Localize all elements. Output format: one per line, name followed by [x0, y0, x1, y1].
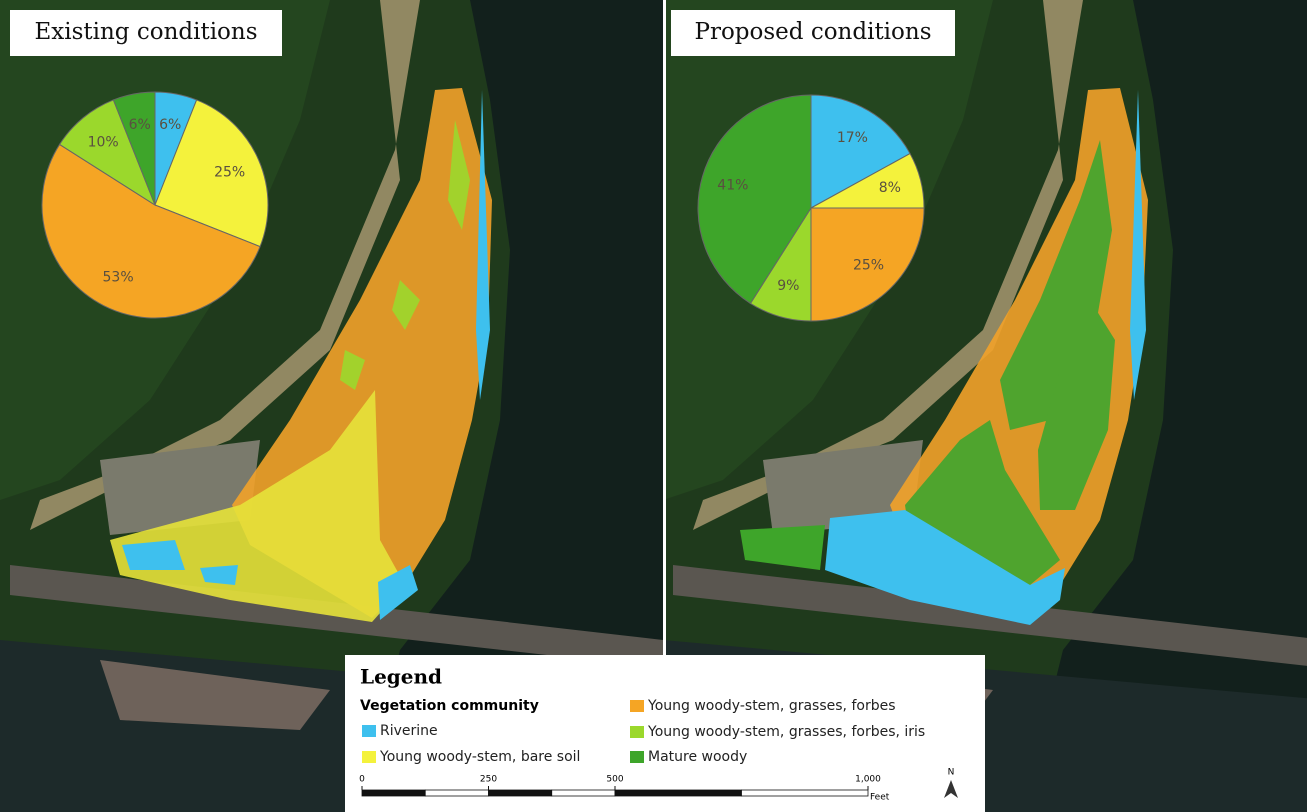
legend-swatch: [630, 726, 644, 738]
legend-title: Legend: [360, 665, 442, 689]
aerial-existing: [0, 0, 663, 812]
scale-tick-label: 1,000: [855, 775, 881, 785]
pie-slice: [810, 94, 911, 209]
pie-label: 25%: [214, 165, 245, 181]
legend-subtitle: Vegetation community: [360, 698, 539, 714]
pie-slice: [697, 94, 812, 305]
aerial-proposed: [666, 0, 1307, 812]
scale-tick-label: 250: [480, 775, 497, 785]
pie-label: 41%: [717, 177, 748, 193]
legend-swatch: [630, 751, 644, 763]
panel-title: Existing conditions: [34, 19, 257, 45]
legend-label: Riverine: [380, 723, 438, 739]
scale-unit: Feet: [870, 793, 890, 803]
scale-segment: [424, 789, 489, 797]
scale-segment: [488, 789, 553, 797]
north-arrow: [944, 780, 958, 798]
pie-label: 10%: [88, 134, 119, 150]
pie-slice: [810, 207, 925, 322]
legend-swatch: [362, 751, 376, 763]
panel-title: Proposed conditions: [694, 19, 931, 45]
north-label: N: [948, 768, 955, 778]
pie-label: 25%: [853, 258, 884, 274]
title-box: [10, 10, 282, 56]
legend-swatch: [362, 725, 376, 737]
pie-label: 53%: [103, 269, 134, 285]
pie-slice: [58, 99, 157, 207]
pie-label: 6%: [159, 117, 181, 133]
pie-slice: [41, 143, 261, 319]
scale-segment: [741, 789, 869, 797]
pie-label: 6%: [129, 117, 151, 133]
title-box: [671, 10, 955, 56]
legend-box: [345, 655, 985, 812]
legend-label: Young woody-stem, grasses, forbes: [647, 698, 896, 714]
legend-label: Mature woody: [648, 749, 747, 765]
pie-label: 17%: [837, 130, 868, 146]
scale-segment: [614, 789, 742, 797]
pie-slice: [112, 91, 156, 206]
scale-segment: [551, 789, 616, 797]
pie-slice: [154, 99, 269, 248]
legend-label: Young woody-stem, bare soil: [379, 749, 580, 765]
pie-label: 9%: [777, 278, 799, 294]
divider: [663, 0, 666, 812]
legend-label: Young woody-stem, grasses, forbes, iris: [647, 724, 925, 740]
pie-label: 8%: [879, 180, 901, 196]
legend-swatch: [630, 700, 644, 712]
scale-segment: [361, 789, 426, 797]
scale-tick-label: 500: [606, 775, 623, 785]
scale-tick-label: 0: [359, 775, 365, 785]
